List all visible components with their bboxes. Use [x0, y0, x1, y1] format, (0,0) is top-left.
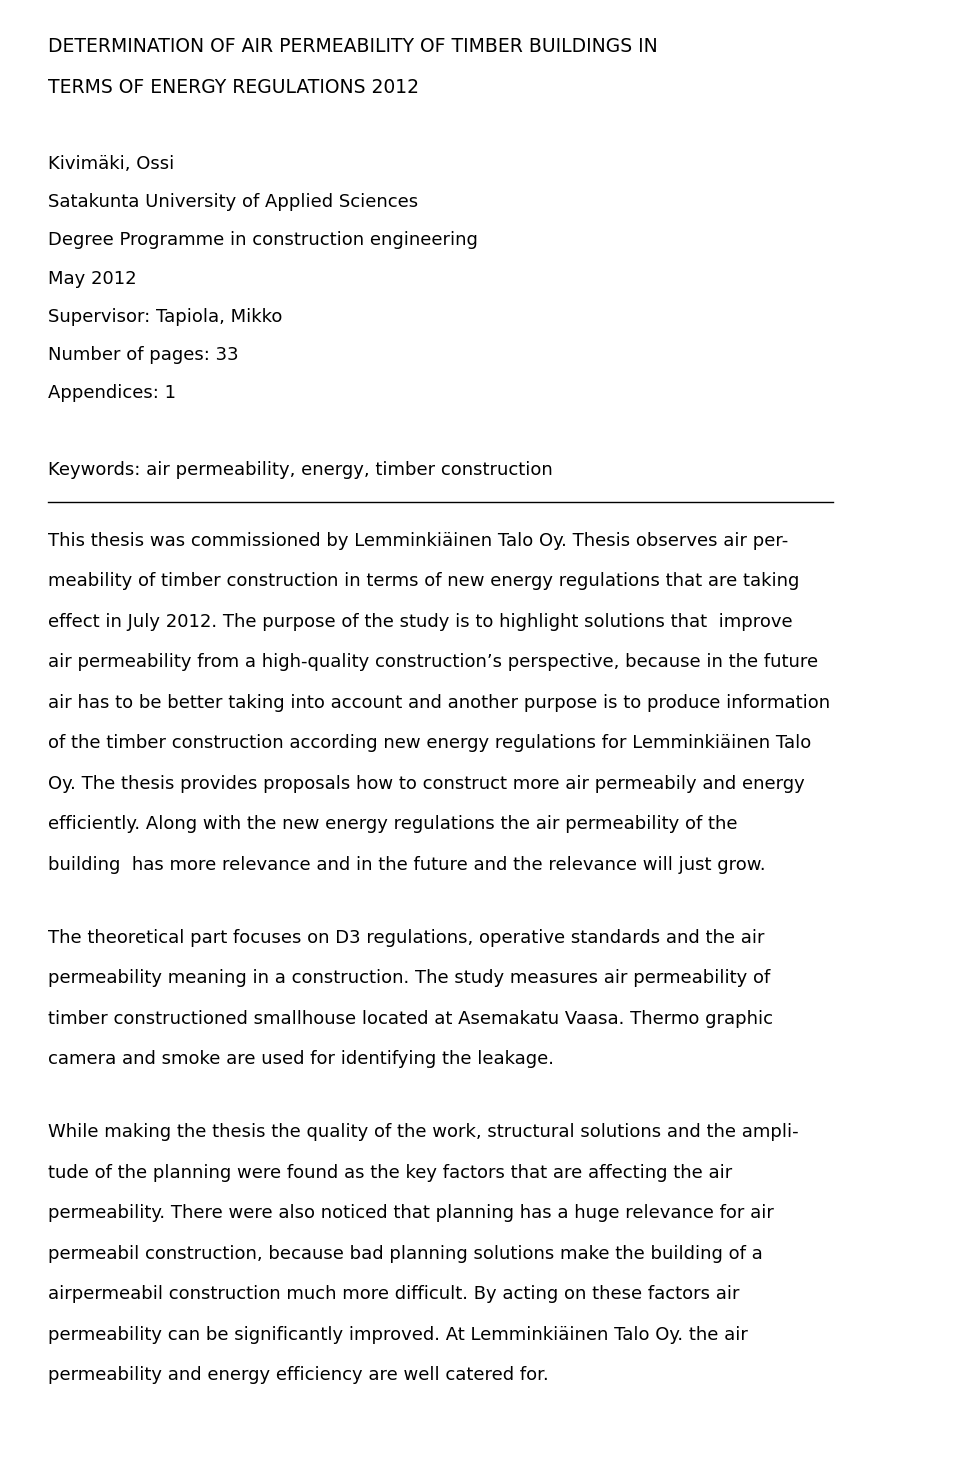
Text: permeability can be significantly improved. At Lemminkiäinen Talo Oy. the air: permeability can be significantly improv…: [48, 1326, 749, 1343]
Text: airpermeabil construction much more difficult. By acting on these factors air: airpermeabil construction much more diff…: [48, 1286, 740, 1304]
Text: Number of pages: 33: Number of pages: 33: [48, 346, 239, 364]
Text: meability of timber construction in terms of new energy regulations that are tak: meability of timber construction in term…: [48, 573, 800, 591]
Text: TERMS OF ENERGY REGULATIONS 2012: TERMS OF ENERGY REGULATIONS 2012: [48, 78, 420, 97]
Text: tude of the planning were found as the key factors that are affecting the air: tude of the planning were found as the k…: [48, 1164, 732, 1181]
Text: Appendices: 1: Appendices: 1: [48, 384, 177, 402]
Text: The theoretical part focuses on D3 regulations, operative standards and the air: The theoretical part focuses on D3 regul…: [48, 929, 765, 947]
Text: May 2012: May 2012: [48, 270, 137, 287]
Text: permeability meaning in a construction. The study measures air permeability of: permeability meaning in a construction. …: [48, 969, 771, 987]
Text: While making the thesis the quality of the work, structural solutions and the am: While making the thesis the quality of t…: [48, 1124, 799, 1142]
Text: effect in July 2012. The purpose of the study is to highlight solutions that  im: effect in July 2012. The purpose of the …: [48, 613, 793, 630]
Text: efficiently. Along with the new energy regulations the air permeability of the: efficiently. Along with the new energy r…: [48, 816, 738, 834]
Text: permeabil construction, because bad planning solutions make the building of a: permeabil construction, because bad plan…: [48, 1245, 763, 1262]
Text: timber constructioned smallhouse located at Asemakatu Vaasa. Thermo graphic: timber constructioned smallhouse located…: [48, 1010, 774, 1028]
Text: Oy. The thesis provides proposals how to construct more air permeabily and energ: Oy. The thesis provides proposals how to…: [48, 775, 805, 792]
Text: DETERMINATION OF AIR PERMEABILITY OF TIMBER BUILDINGS IN: DETERMINATION OF AIR PERMEABILITY OF TIM…: [48, 37, 659, 56]
Text: Degree Programme in construction engineering: Degree Programme in construction enginee…: [48, 231, 478, 249]
Text: permeability. There were also noticed that planning has a huge relevance for air: permeability. There were also noticed th…: [48, 1205, 775, 1223]
Text: Satakunta University of Applied Sciences: Satakunta University of Applied Sciences: [48, 193, 419, 211]
Text: Supervisor: Tapiola, Mikko: Supervisor: Tapiola, Mikko: [48, 308, 283, 326]
Text: of the timber construction according new energy regulations for Lemminkiäinen Ta: of the timber construction according new…: [48, 735, 812, 753]
Text: Keywords: air permeability, energy, timber construction: Keywords: air permeability, energy, timb…: [48, 461, 553, 479]
Text: This thesis was commissioned by Lemminkiäinen Talo Oy. Thesis observes air per-: This thesis was commissioned by Lemminki…: [48, 532, 789, 549]
Text: camera and smoke are used for identifying the leakage.: camera and smoke are used for identifyin…: [48, 1050, 555, 1068]
Text: permeability and energy efficiency are well catered for.: permeability and energy efficiency are w…: [48, 1367, 549, 1385]
Text: building  has more relevance and in the future and the relevance will just grow.: building has more relevance and in the f…: [48, 856, 766, 873]
Text: air permeability from a high-quality construction’s perspective, because in the : air permeability from a high-quality con…: [48, 654, 819, 672]
Text: air has to be better taking into account and another purpose is to produce infor: air has to be better taking into account…: [48, 694, 830, 711]
Text: Kivimäki, Ossi: Kivimäki, Ossi: [48, 155, 175, 172]
